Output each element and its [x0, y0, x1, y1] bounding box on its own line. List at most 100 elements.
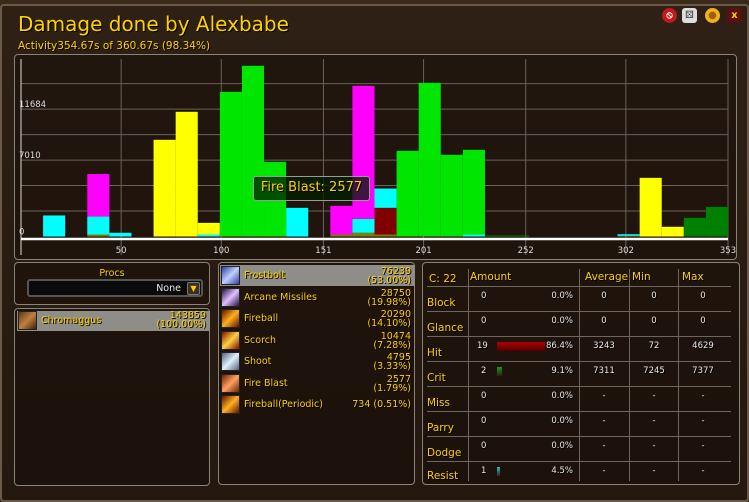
target-row[interactable]: Chromaggus 143859 (100.00%): [17, 311, 210, 331]
x-tick-label: 353: [720, 246, 736, 256]
procs-label: Procs: [99, 268, 125, 279]
x-tick-label: 50: [116, 246, 127, 256]
spell-amount-value: 10474: [380, 330, 411, 342]
stat-percent: 9.1%: [551, 366, 573, 376]
stat-max: 7377: [692, 366, 714, 376]
row-divider: [427, 386, 731, 387]
spell-row[interactable]: Frostbolt 76239 (53.00%): [220, 265, 415, 286]
stat-min: -: [652, 391, 656, 401]
spell-amount-pct: (14.10%): [367, 318, 411, 329]
row-divider: [427, 286, 731, 287]
close-icon[interactable]: x: [727, 8, 742, 23]
chart-bar: [617, 234, 640, 236]
stat-avg: -: [602, 391, 606, 401]
column-divider: [468, 269, 469, 481]
chart-bar: [219, 91, 242, 237]
fireball-periodic-icon: [221, 395, 240, 414]
spell-amount-pct: (7.28%): [373, 339, 411, 351]
chart-bar: [87, 174, 110, 217]
spell-amount: 76239 (53.00%): [367, 266, 411, 286]
stat-label: Miss: [427, 397, 450, 409]
chart-bar: [87, 216, 110, 235]
spell-amount-value: 76239: [380, 266, 411, 277]
count-label: C: 22: [429, 273, 457, 285]
spell-amount: 4795 (3.33%): [373, 353, 411, 372]
chart-bar: [153, 139, 176, 237]
stat-label: Dodge: [427, 447, 462, 459]
target-amount: 143859 (100.00%): [156, 311, 206, 330]
row-divider: [427, 311, 731, 312]
stat-max: 0: [700, 291, 706, 301]
stat-percent: 4.5%: [551, 466, 573, 476]
stat-max: -: [701, 416, 705, 426]
stat-avg: 7311: [593, 366, 615, 376]
stat-label: Hit: [427, 347, 442, 359]
coin-icon[interactable]: ●: [705, 8, 720, 23]
procs-dropdown[interactable]: None ▼: [27, 279, 203, 297]
targets-panel: Chromaggus 143859 (100.00%): [14, 308, 210, 486]
spell-amount: 28750 (19.98%): [367, 288, 411, 307]
chart-bar: [197, 234, 220, 237]
column-header: Min: [632, 271, 651, 283]
spell-amount-pct: (53.00%): [367, 275, 411, 286]
stat-count: 2: [481, 366, 487, 376]
spell-row[interactable]: Fireball(Periodic) 734 (0.51%): [220, 394, 415, 415]
column-divider: [629, 269, 630, 481]
spell-amount-value: 2577: [386, 373, 411, 385]
stat-count: 1: [481, 466, 487, 476]
y-tick-label: 7010: [19, 151, 41, 161]
row-divider: [427, 461, 731, 462]
chart-bar: [507, 235, 530, 237]
column-header: Max: [682, 271, 704, 283]
x-tick-label: 100: [213, 246, 229, 256]
stat-label: Crit: [427, 372, 446, 384]
spell-row[interactable]: Fire Blast 2577 (1.79%): [220, 373, 415, 394]
row-divider: [427, 361, 731, 362]
scorch-icon: [221, 330, 240, 350]
fireball-icon: [221, 309, 240, 328]
column-header: Amount: [470, 271, 512, 283]
stat-count: 0: [481, 316, 487, 326]
x-tick-label: 302: [618, 246, 634, 256]
chromaggus-portrait-icon: [18, 311, 37, 330]
stat-label: Glance: [427, 322, 464, 334]
stat-min: 0: [651, 291, 657, 301]
target-name: Chromaggus: [41, 315, 102, 326]
chart-bar: [241, 65, 265, 237]
chart-bar: [683, 217, 706, 237]
chart-bar: [175, 111, 198, 237]
y-tick-label: 11684: [19, 100, 46, 110]
stat-percent-bar: [497, 367, 503, 376]
stat-max: -: [701, 466, 705, 476]
spell-row[interactable]: Scorch 10474 (7.28%): [220, 330, 415, 351]
stat-percent: 0.0%: [551, 416, 573, 426]
spell-name: Frostbolt: [244, 270, 286, 281]
chart-bar: [374, 207, 397, 235]
dice-icon[interactable]: ⚄: [682, 8, 697, 23]
column-divider: [579, 269, 580, 481]
column-divider: [678, 269, 679, 481]
spell-row[interactable]: Fireball 20290 (14.10%): [220, 308, 415, 329]
stat-count: 0: [481, 416, 487, 426]
stat-min: -: [652, 441, 656, 451]
spell-name: Fireball(Periodic): [244, 399, 323, 410]
stat-count: 19: [477, 341, 488, 351]
x-tick-label: 252: [518, 246, 534, 256]
stat-max: 0: [700, 316, 706, 326]
procs-selected-value: None: [156, 283, 181, 294]
stat-percent: 0.0%: [551, 441, 573, 451]
y-tick-label: 0: [19, 228, 24, 238]
stat-min: 7245: [643, 366, 665, 376]
no-sign-icon[interactable]: ⦸: [662, 8, 677, 23]
chart-bar: [286, 207, 309, 237]
spell-row[interactable]: Arcane Missiles 28750 (19.98%): [220, 287, 415, 308]
spell-row[interactable]: Shoot 4795 (3.33%): [220, 351, 415, 372]
stat-max: 4629: [692, 341, 714, 351]
stat-avg: -: [602, 466, 606, 476]
spell-name: Fire Blast: [244, 377, 288, 389]
chart-bar: [352, 232, 375, 237]
spell-name: Fireball: [244, 313, 279, 324]
chevron-down-icon[interactable]: ▼: [187, 282, 200, 295]
spell-amount: 10474 (7.28%): [373, 330, 411, 351]
activity-text: Activity354.67s of 360.67s (98.34%): [18, 40, 211, 52]
